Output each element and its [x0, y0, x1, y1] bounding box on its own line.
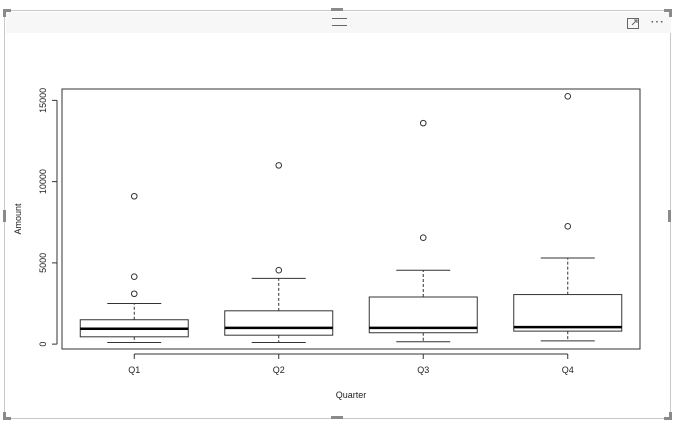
- y-tick-label: 5000: [38, 253, 48, 273]
- box: [224, 310, 334, 336]
- x-tick-label: Q4: [562, 365, 574, 375]
- box: [513, 294, 623, 332]
- y-axis-label: Amount: [13, 203, 23, 235]
- y-tick-label: 10000: [38, 169, 48, 194]
- outlier-point: [130, 192, 138, 200]
- visual-container: ⋯: [4, 10, 671, 419]
- x-tick-label: Q1: [128, 365, 140, 375]
- more-options-icon[interactable]: ⋯: [650, 13, 665, 29]
- outlier-point: [130, 273, 138, 280]
- drag-handle-icon[interactable]: [332, 18, 347, 26]
- resize-handle-top-right[interactable]: [664, 9, 672, 17]
- y-tick-label: 15000: [38, 88, 48, 113]
- focus-mode-icon[interactable]: [626, 16, 640, 30]
- resize-handle-top-left[interactable]: [3, 9, 11, 17]
- outlier-point: [564, 223, 572, 230]
- outlier-point: [275, 266, 283, 274]
- resize-handle-bottom-right[interactable]: [664, 412, 672, 420]
- visual-header: ⋯: [6, 12, 671, 33]
- resize-handle-bottom[interactable]: [331, 416, 343, 419]
- plot-border: [61, 88, 641, 350]
- x-axis-label: Quarter: [336, 390, 367, 400]
- outlier-point: [564, 93, 572, 100]
- x-tick-label: Q2: [273, 365, 285, 375]
- outlier-point: [419, 234, 427, 241]
- outlier-point: [275, 162, 283, 169]
- x-tick-label: Q3: [417, 365, 429, 375]
- resize-handle-right[interactable]: [668, 210, 671, 222]
- outlier-point: [419, 119, 427, 127]
- y-tick-label: 0: [38, 342, 48, 347]
- resize-handle-bottom-left[interactable]: [3, 412, 11, 420]
- resize-handle-top[interactable]: [331, 8, 343, 11]
- resize-handle-left[interactable]: [3, 210, 6, 222]
- outlier-point: [130, 290, 138, 298]
